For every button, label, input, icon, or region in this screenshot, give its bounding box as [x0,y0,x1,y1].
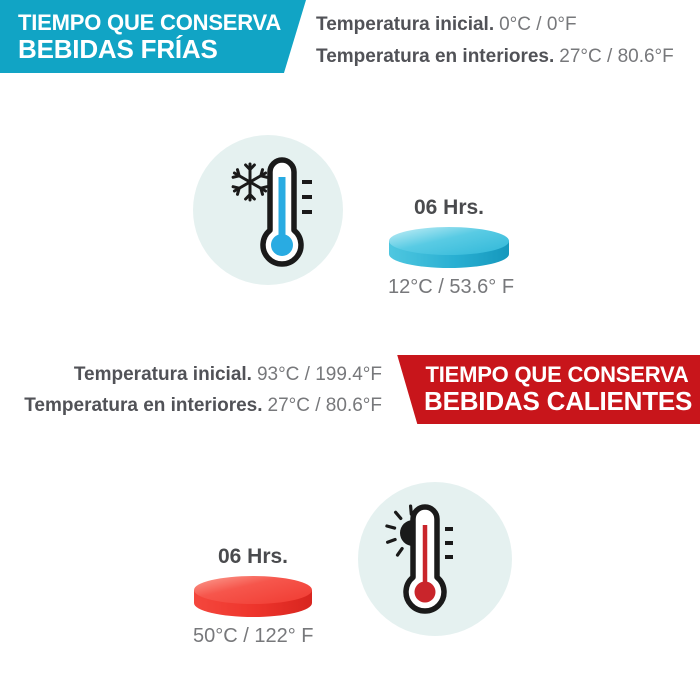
condition-row: Temperatura inicial. 93°C / 199.4°F [24,359,382,390]
condition-label: Temperatura en interiores. [24,395,263,416]
condition-value: 93°C / 199.4°F [256,364,382,385]
hot-disc [194,576,312,617]
snowflake-thermometer-icon [231,157,312,267]
thermometer-ticks [445,527,453,559]
condition-value: 0°C / 0°F [499,14,577,35]
hot-banner-line2: BEBIDAS CALIENTES [424,386,693,416]
thermometer-icon [260,157,304,267]
snowflake-icon [231,162,269,202]
sun-thermometer-icon [385,504,453,614]
thermometer-ticks [302,180,312,214]
thermometer-icon [403,504,447,614]
condition-label: Temperatura inicial. [316,14,495,35]
condition-value: 27°C / 80.6°F [559,46,674,67]
hot-banner-line1: TIEMPO QUE CONSERVA [425,362,689,387]
cold-disc [389,227,509,268]
cold-duration-label: 06 Hrs. [413,196,485,219]
condition-value: 27°C / 80.6°F [267,395,382,416]
cold-banner-line1: TIEMPO QUE CONSERVA [18,10,282,35]
condition-row: Temperatura en interiores. 27°C / 80.6°F [316,41,674,73]
hot-conditions: Temperatura inicial. 93°C / 199.4°F Tempe… [24,359,382,421]
condition-label: Temperatura inicial. [73,364,252,385]
cold-banner-line2: BEBIDAS FRÍAS [18,34,218,64]
hot-duration-label: 06 Hrs. [217,545,289,568]
cold-result: 06 Hrs. 12°C / 53.6° F [388,196,515,299]
condition-row: Temperatura en interiores. 27°C / 80.6°F [24,390,382,421]
condition-label: Temperatura en interiores. [316,46,555,67]
hot-banner: TIEMPO QUE CONSERVA BEBIDAS CALIENTES [397,355,700,424]
condition-row: Temperatura inicial. 0°C / 0°F [316,9,674,41]
cold-banner: TIEMPO QUE CONSERVA BEBIDAS FRÍAS [0,0,306,73]
hot-temperature-label: 50°C / 122° F [193,625,314,647]
sun-icon [385,504,415,562]
cold-conditions: Temperatura inicial. 0°C / 0°F Temperatur… [316,9,674,73]
hot-result: 06 Hrs. 50°C / 122° F [193,545,314,648]
cold-temperature-label: 12°C / 53.6° F [388,276,515,298]
